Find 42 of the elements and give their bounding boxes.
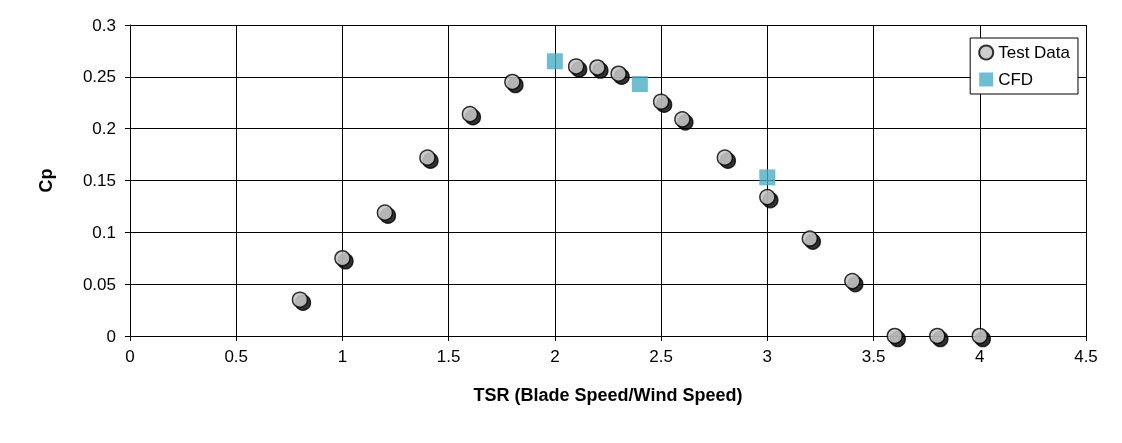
x-tick-label: 2 — [550, 347, 560, 366]
point — [716, 149, 734, 166]
point — [886, 327, 904, 345]
point — [674, 111, 691, 128]
x-tick-label: 4.5 — [1074, 347, 1098, 366]
y-tick-label: 0.15 — [82, 171, 116, 190]
x-axis-title: TSR (Blade Speed/Wind Speed) — [473, 385, 743, 405]
point — [291, 291, 309, 308]
y-axis-title: Cp — [36, 168, 56, 193]
x-tick-label: 0 — [125, 347, 135, 366]
legend-label: CFD — [998, 70, 1034, 89]
x-tick-label: 4 — [975, 347, 985, 366]
point — [504, 73, 521, 91]
x-tick-label: 0.5 — [224, 347, 249, 366]
y-tick-label: 0.25 — [82, 67, 116, 87]
y-tick-label: 0.2 — [92, 119, 116, 139]
point — [546, 53, 563, 70]
point — [610, 65, 627, 82]
point — [801, 230, 819, 247]
point — [461, 105, 479, 123]
point — [376, 204, 394, 221]
x-tick-label: 1 — [337, 347, 348, 366]
point — [759, 169, 776, 186]
y-tick-label: 0.3 — [92, 15, 116, 35]
x-tick-label: 3 — [762, 347, 773, 366]
y-tick-label: 0 — [106, 326, 116, 346]
point — [334, 250, 351, 267]
point — [759, 188, 776, 206]
y-tick-label: 0.05 — [82, 274, 116, 294]
y-tick-label: 0.1 — [92, 222, 116, 242]
x-tick-label: 3.5 — [861, 347, 886, 366]
point — [929, 327, 946, 345]
point — [844, 272, 861, 290]
x-tick-label: 2.5 — [649, 347, 673, 366]
point — [567, 58, 585, 75]
point — [419, 149, 436, 166]
point — [652, 93, 670, 110]
point — [631, 76, 648, 93]
point — [971, 327, 989, 345]
x-tick-label: 1.5 — [436, 347, 461, 366]
legend-label: Test Data — [998, 43, 1071, 62]
point — [589, 59, 606, 76]
